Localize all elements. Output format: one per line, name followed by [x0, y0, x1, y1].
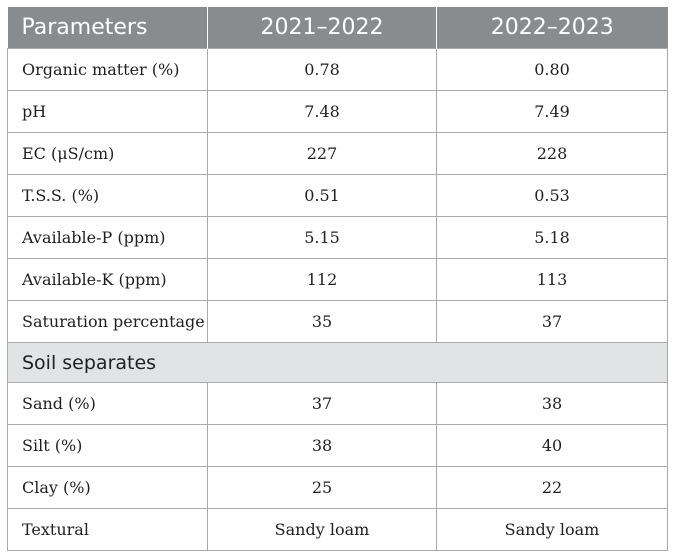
table-row: Sand (%) 37 38 — [7, 382, 668, 425]
value-2021-2022: 112 — [207, 258, 437, 301]
value-2021-2022: 0.78 — [207, 48, 437, 91]
soil-properties-table: Parameters 2021–2022 2022–2023 Organic m… — [7, 7, 668, 551]
table-row: Saturation percentage 35 37 — [7, 300, 668, 343]
table-row: pH 7.48 7.49 — [7, 90, 668, 133]
table-row: T.S.S. (%) 0.51 0.53 — [7, 174, 668, 217]
value-2022-2023: 0.80 — [436, 48, 668, 91]
value-2022-2023: 5.18 — [436, 216, 668, 259]
header-2021-2022: 2021–2022 — [207, 7, 437, 49]
value-2021-2022: 38 — [207, 424, 437, 467]
param-cell: Silt (%) — [7, 424, 208, 467]
value-2021-2022: 227 — [207, 132, 437, 175]
value-2021-2022: 7.48 — [207, 90, 437, 133]
table-row: Silt (%) 38 40 — [7, 424, 668, 467]
table-row: Clay (%) 25 22 — [7, 466, 668, 509]
header-parameters: Parameters — [7, 7, 208, 49]
value-2022-2023: 113 — [436, 258, 668, 301]
value-2022-2023: 40 — [436, 424, 668, 467]
table-row: Available-K (ppm) 112 113 — [7, 258, 668, 301]
value-2021-2022: Sandy loam — [207, 508, 437, 551]
table-row: Available-P (ppm) 5.15 5.18 — [7, 216, 668, 259]
value-2021-2022: 37 — [207, 382, 437, 425]
section-label: Soil separates — [7, 342, 668, 383]
value-2021-2022: 25 — [207, 466, 437, 509]
section-row-soil-separates: Soil separates — [7, 342, 668, 383]
param-cell: T.S.S. (%) — [7, 174, 208, 217]
param-cell: Saturation percentage — [7, 300, 208, 343]
param-cell: Organic matter (%) — [7, 48, 208, 91]
value-2021-2022: 5.15 — [207, 216, 437, 259]
param-cell: EC (μS/cm) — [7, 132, 208, 175]
value-2022-2023: 7.49 — [436, 90, 668, 133]
table-row: Organic matter (%) 0.78 0.80 — [7, 48, 668, 91]
value-2022-2023: 22 — [436, 466, 668, 509]
value-2022-2023: Sandy loam — [436, 508, 668, 551]
param-cell: Available-K (ppm) — [7, 258, 208, 301]
value-2022-2023: 228 — [436, 132, 668, 175]
table-row: Textural Sandy loam Sandy loam — [7, 508, 668, 551]
value-2022-2023: 0.53 — [436, 174, 668, 217]
table-row: EC (μS/cm) 227 228 — [7, 132, 668, 175]
value-2022-2023: 38 — [436, 382, 668, 425]
param-cell: pH — [7, 90, 208, 133]
value-2021-2022: 35 — [207, 300, 437, 343]
param-cell: Available-P (ppm) — [7, 216, 208, 259]
header-row: Parameters 2021–2022 2022–2023 — [7, 7, 668, 49]
param-cell: Clay (%) — [7, 466, 208, 509]
header-2022-2023: 2022–2023 — [436, 7, 668, 49]
value-2021-2022: 0.51 — [207, 174, 437, 217]
value-2022-2023: 37 — [436, 300, 668, 343]
param-cell: Sand (%) — [7, 382, 208, 425]
param-cell: Textural — [7, 508, 208, 551]
